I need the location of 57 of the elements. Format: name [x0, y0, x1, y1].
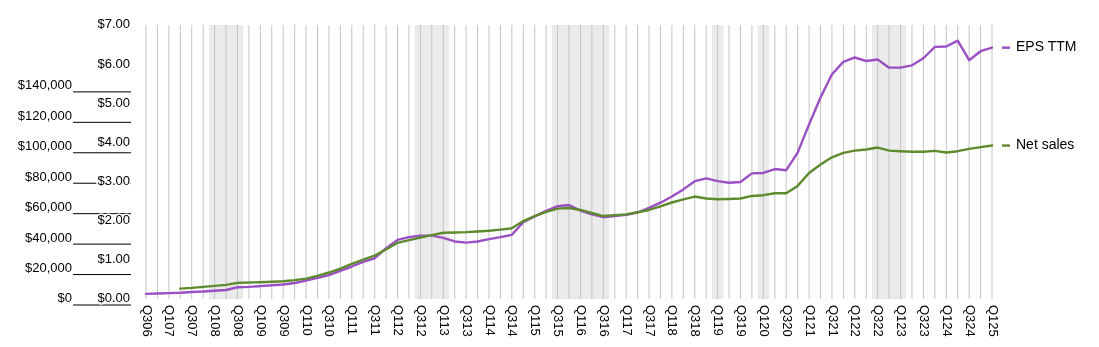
y-tick-label: $140,000	[17, 77, 72, 93]
x-tick-label: Q120	[756, 305, 772, 337]
x-tick-label: Q111	[345, 305, 361, 335]
x-tick-label: Q112	[391, 305, 407, 336]
y-tick-label: $40,000	[25, 229, 72, 245]
x-tick-label: Q311	[368, 305, 384, 336]
x-tick-label: Q107	[162, 305, 178, 337]
x-tick-label: Q114	[482, 305, 498, 336]
x-tick-label: Q122	[848, 305, 864, 337]
x-tick-label: Q321	[825, 305, 841, 337]
x-tick-label: Q316	[596, 305, 612, 337]
x-tick-label: Q109	[253, 305, 269, 337]
y-tick-label: $100,000	[17, 138, 72, 154]
x-tick-label: Q310	[322, 305, 338, 337]
y2-tick-label: $6.00	[97, 55, 130, 71]
x-tick-label: Q314	[505, 305, 521, 337]
legend-label: Net sales	[1016, 136, 1075, 153]
x-tick-label: Q324	[962, 305, 978, 337]
x-tick-label: Q319	[734, 305, 750, 337]
y2-tick-label: $2.00	[97, 212, 130, 228]
line-series	[179, 144, 994, 290]
y-tick-label: $80,000	[25, 168, 72, 184]
x-tick-label: Q113	[436, 305, 452, 336]
x-tick-label: Q306	[139, 305, 155, 337]
x-tick-label: Q322	[871, 305, 887, 337]
x-tick-label: Q121	[802, 305, 818, 337]
y2-tick-label: $1.00	[97, 251, 130, 267]
x-tick-label: Q309	[276, 305, 292, 337]
y-tick-label: $120,000	[17, 107, 72, 123]
x-tick-label: Q320	[779, 305, 795, 337]
x-tick-label: Q124	[939, 305, 955, 337]
x-tick-label: Q308	[231, 305, 247, 337]
x-tick-label: Q313	[459, 305, 475, 337]
x-tick-label: Q117	[619, 305, 635, 336]
y-tick-label: $60,000	[25, 199, 72, 215]
x-tick-label: Q318	[688, 305, 704, 337]
legend-label: EPS TTM	[1016, 38, 1077, 55]
x-tick-label: Q115	[528, 305, 544, 336]
x-tick-label: Q315	[551, 305, 567, 337]
y-tick-label: $0	[57, 290, 72, 306]
x-tick-label: Q317	[642, 305, 658, 337]
x-tick-label: Q123	[894, 305, 910, 337]
x-tick-label: Q119	[711, 305, 727, 336]
y2-tick-label: $5.00	[97, 94, 130, 110]
x-tick-label: Q323	[916, 305, 932, 337]
y2-tick-label: $4.00	[97, 133, 130, 149]
y-tick-label: $20,000	[25, 259, 72, 275]
x-tick-label: Q110	[299, 305, 315, 336]
x-tick-label: Q108	[208, 305, 224, 337]
line-series	[144, 39, 994, 296]
y2-tick-label: $0.00	[97, 290, 130, 306]
x-tick-label: Q116	[573, 305, 589, 336]
x-tick-label: Q312	[413, 305, 429, 337]
x-tick-label: Q118	[665, 305, 681, 336]
y2-tick-label: $7.00	[97, 16, 130, 32]
x-tick-label: Q125	[985, 305, 1001, 337]
x-tick-label: Q307	[185, 305, 201, 337]
